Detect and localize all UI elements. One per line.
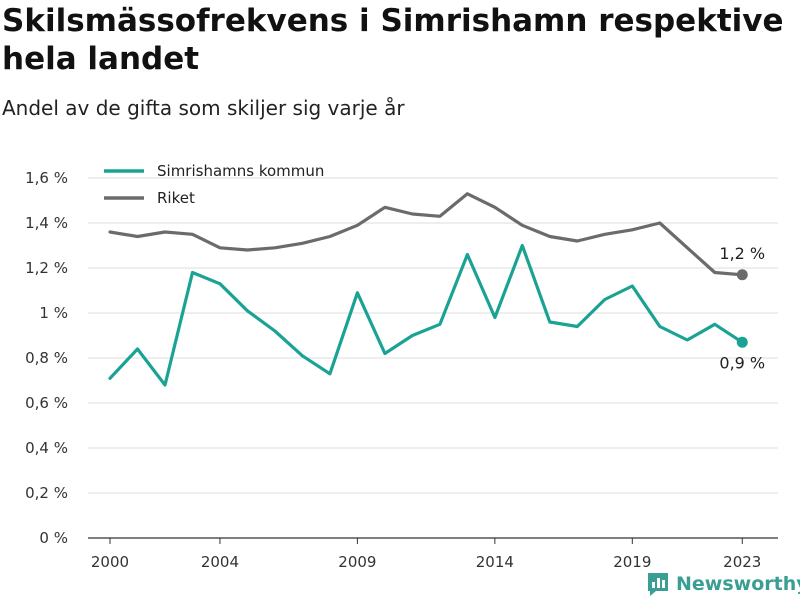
y-tick-label: 1 % — [39, 304, 68, 322]
x-tick-label: 2000 — [91, 553, 129, 571]
x-tick-label: 2004 — [201, 553, 239, 571]
series-line-simrishamn — [108, 243, 744, 387]
legend-label-riket: Riket — [157, 189, 195, 207]
x-tick-label: 2009 — [338, 553, 376, 571]
end-point-simrishamn — [736, 336, 748, 348]
series-line-riket — [108, 192, 744, 277]
y-tick-label: 0 % — [39, 529, 68, 547]
y-tick-label: 0,2 % — [25, 484, 68, 502]
end-point-riket — [736, 269, 748, 281]
newsworthy-logo-icon — [648, 573, 668, 596]
end-label-simrishamn: 0,9 % — [719, 353, 765, 372]
y-tick-label: 0,6 % — [25, 394, 68, 412]
y-tick-label: 1,6 % — [25, 169, 68, 187]
newsworthy-logo-text: Newsworthy — [676, 573, 800, 595]
chart-subtitle: Andel av de gifta som skiljer sig varje … — [2, 96, 405, 120]
y-tick-label: 1,2 % — [25, 259, 68, 277]
y-tick-label: 0,4 % — [25, 439, 68, 457]
chart-title: Skilsmässofrekvens i Simrishamn respekti… — [2, 3, 784, 77]
x-tick-label: 2014 — [476, 553, 514, 571]
newsworthy-logo: Newsworthy — [646, 570, 800, 598]
x-tick-label: 2023 — [723, 553, 761, 571]
y-tick-label: 1,4 % — [25, 214, 68, 232]
end-label-riket: 1,2 % — [719, 244, 765, 263]
y-tick-label: 0,8 % — [25, 349, 68, 367]
legend-label-simrishamn: Simrishamns kommun — [157, 162, 324, 180]
x-tick-label: 2019 — [613, 553, 651, 571]
